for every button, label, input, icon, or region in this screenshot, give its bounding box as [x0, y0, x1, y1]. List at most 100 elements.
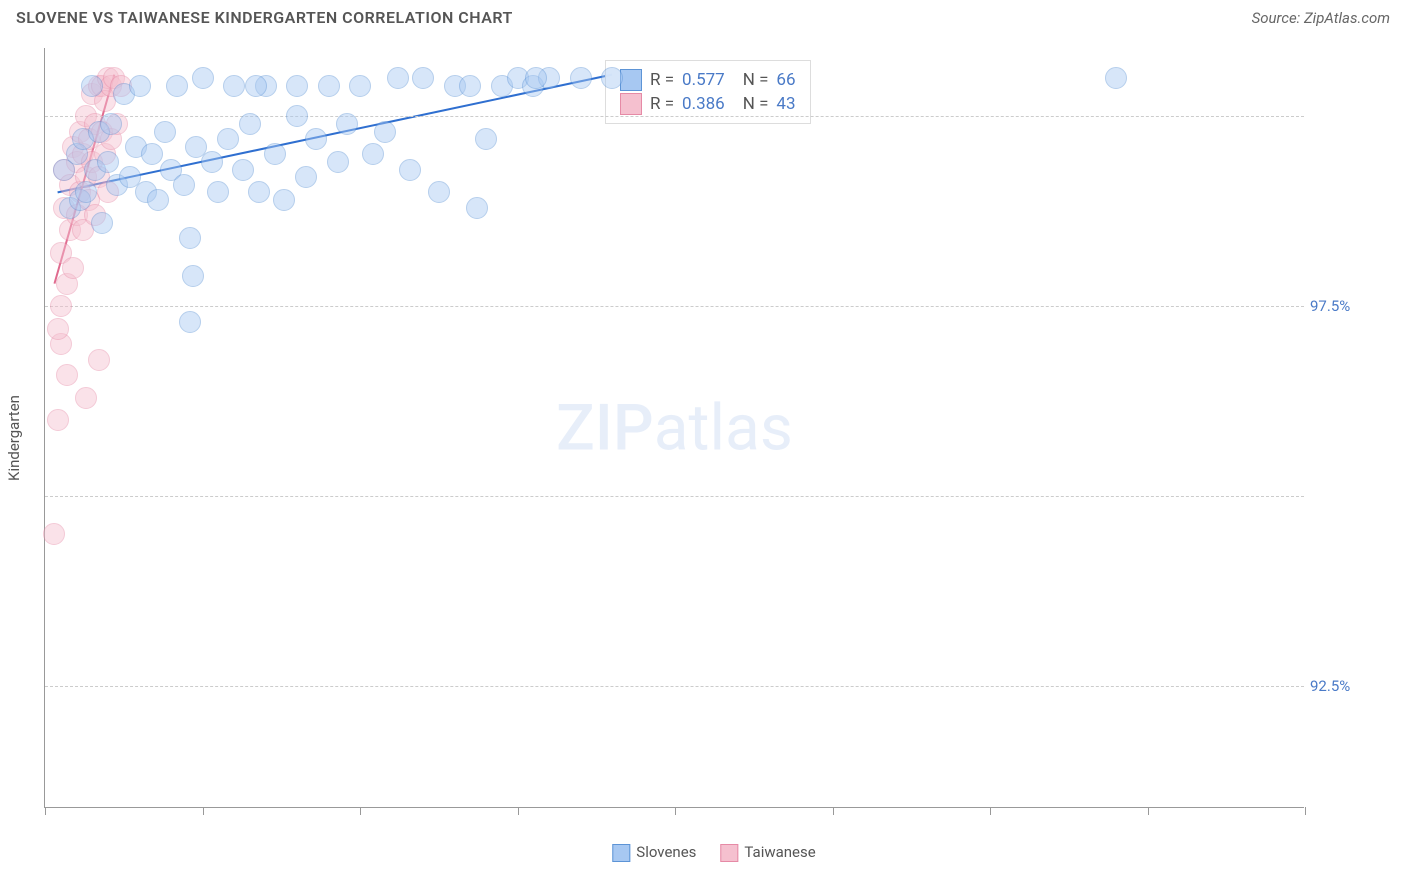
scatter-point-slovenes — [264, 143, 286, 165]
scatter-point-slovenes — [81, 75, 103, 97]
chart-title: SLOVENE VS TAIWANESE KINDERGARTEN CORREL… — [16, 8, 513, 27]
scatter-point-taiwanese — [88, 349, 110, 371]
x-tick — [45, 807, 46, 815]
scatter-point-taiwanese — [43, 523, 65, 545]
gridline-y — [45, 496, 1304, 497]
scatter-point-slovenes — [173, 174, 195, 196]
legend-swatch-icon — [612, 844, 630, 862]
source-name: ZipAtlas.com — [1304, 9, 1390, 27]
scatter-point-slovenes — [239, 113, 261, 135]
scatter-point-slovenes — [318, 75, 340, 97]
n-value-taiwanese: 43 — [776, 94, 795, 114]
scatter-point-slovenes — [273, 189, 295, 211]
legend-item-slovenes: Slovenes — [612, 843, 696, 862]
legend-label-taiwanese: Taiwanese — [744, 843, 815, 861]
scatter-point-slovenes — [201, 151, 223, 173]
source-attribution: Source: ZipAtlas.com — [1252, 9, 1390, 27]
scatter-point-slovenes — [75, 181, 97, 203]
gridline-y — [45, 116, 1304, 117]
scatter-point-slovenes — [182, 265, 204, 287]
scatter-point-slovenes — [466, 197, 488, 219]
scatter-point-slovenes — [207, 181, 229, 203]
scatter-point-slovenes — [349, 75, 371, 97]
scatter-point-slovenes — [475, 128, 497, 150]
legend-row-slovenes: R = 0.577 N = 66 — [620, 69, 796, 91]
x-tick — [1148, 807, 1149, 815]
watermark: ZIPatlas — [556, 390, 793, 465]
correlation-legend-box: R = 0.577 N = 66 R = 0.386 N = 43 — [605, 60, 811, 124]
scatter-point-slovenes — [179, 227, 201, 249]
scatter-point-slovenes — [192, 67, 214, 89]
scatter-point-slovenes — [362, 143, 384, 165]
scatter-point-slovenes — [601, 67, 623, 89]
x-tick — [833, 807, 834, 815]
scatter-point-slovenes — [1105, 67, 1127, 89]
r-label: R = — [650, 70, 674, 90]
n-label: N = — [743, 70, 769, 90]
x-tick — [360, 807, 361, 815]
scatter-point-slovenes — [129, 75, 151, 97]
scatter-point-slovenes — [91, 212, 113, 234]
scatter-point-taiwanese — [47, 318, 69, 340]
scatter-point-slovenes — [217, 128, 239, 150]
scatter-point-slovenes — [166, 75, 188, 97]
scatter-point-slovenes — [374, 121, 396, 143]
n-value-slovenes: 66 — [776, 70, 795, 90]
legend-swatch-icon — [720, 844, 738, 862]
chart-header: SLOVENE VS TAIWANESE KINDERGARTEN CORREL… — [0, 0, 1406, 31]
scatter-point-slovenes — [223, 75, 245, 97]
scatter-point-slovenes — [154, 121, 176, 143]
scatter-point-slovenes — [179, 311, 201, 333]
x-tick — [675, 807, 676, 815]
gridline-y — [45, 306, 1304, 307]
scatter-point-slovenes — [245, 75, 267, 97]
scatter-point-slovenes — [387, 67, 409, 89]
scatter-point-slovenes — [147, 189, 169, 211]
y-tick-label: 97.5% — [1310, 297, 1380, 315]
scatter-point-slovenes — [459, 75, 481, 97]
scatter-point-slovenes — [97, 151, 119, 173]
scatter-point-slovenes — [286, 105, 308, 127]
legend-swatch-slovenes — [620, 69, 642, 91]
scatter-point-slovenes — [570, 67, 592, 89]
x-tick — [518, 807, 519, 815]
watermark-zip: ZIP — [556, 390, 654, 465]
r-label: R = — [650, 94, 674, 114]
scatter-point-taiwanese — [56, 364, 78, 386]
legend-label-slovenes: Slovenes — [636, 843, 696, 861]
scatter-point-slovenes — [248, 181, 270, 203]
scatter-point-taiwanese — [47, 409, 69, 431]
scatter-point-taiwanese — [50, 295, 72, 317]
legend-swatch-taiwanese — [620, 93, 642, 115]
r-value-slovenes: 0.577 — [682, 70, 725, 90]
scatter-point-slovenes — [336, 113, 358, 135]
legend-item-taiwanese: Taiwanese — [720, 843, 815, 862]
scatter-point-slovenes — [399, 159, 421, 181]
y-tick-label: 92.5% — [1310, 677, 1380, 695]
series-legend: Slovenes Taiwanese — [612, 843, 815, 862]
x-tick — [990, 807, 991, 815]
x-tick — [1305, 807, 1306, 815]
scatter-point-slovenes — [327, 151, 349, 173]
source-prefix: Source: — [1252, 9, 1304, 27]
scatter-point-slovenes — [305, 128, 327, 150]
y-axis-title: Kindergarten — [5, 395, 23, 481]
r-value-taiwanese: 0.386 — [682, 94, 725, 114]
gridline-y — [45, 686, 1304, 687]
scatter-point-slovenes — [412, 67, 434, 89]
scatter-point-slovenes — [100, 113, 122, 135]
scatter-point-taiwanese — [62, 257, 84, 279]
legend-row-taiwanese: R = 0.386 N = 43 — [620, 93, 796, 115]
scatter-point-slovenes — [525, 67, 547, 89]
n-label: N = — [743, 94, 769, 114]
chart-container: Kindergarten ZIPatlas R = 0.577 N = 66 R… — [44, 48, 1384, 828]
x-tick — [203, 807, 204, 815]
scatter-point-slovenes — [232, 159, 254, 181]
plot-area: ZIPatlas R = 0.577 N = 66 R = 0.386 N = … — [44, 48, 1304, 808]
scatter-point-slovenes — [286, 75, 308, 97]
scatter-point-slovenes — [428, 181, 450, 203]
scatter-point-taiwanese — [75, 387, 97, 409]
watermark-atlas: atlas — [654, 390, 793, 465]
scatter-point-slovenes — [295, 166, 317, 188]
scatter-point-slovenes — [141, 143, 163, 165]
